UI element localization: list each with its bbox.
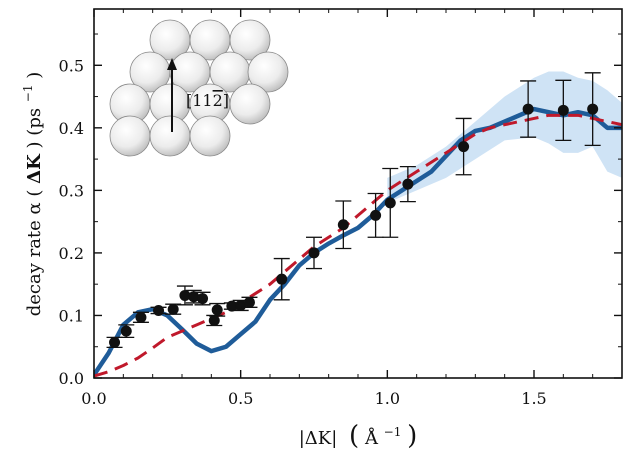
atom-sphere xyxy=(189,115,231,157)
x-axis-label-unit: Å xyxy=(364,427,379,449)
data-point xyxy=(382,167,399,238)
data-point xyxy=(241,296,258,308)
data-marker xyxy=(458,141,470,153)
data-marker xyxy=(208,314,220,326)
data-point xyxy=(335,200,352,250)
atom-sphere xyxy=(109,115,151,157)
y-axis-label-exp: −1 xyxy=(21,84,35,102)
x-axis-label: |ΔK| ( Å −1 ) xyxy=(299,420,418,451)
x-tick-label: 0.0 xyxy=(81,389,106,408)
data-marker xyxy=(235,299,247,311)
plot-area xyxy=(94,71,622,378)
atom-sphere xyxy=(229,83,271,125)
y-tick-label: 0.5 xyxy=(59,56,84,75)
y-tick-label: 0.0 xyxy=(59,369,84,388)
data-point xyxy=(399,165,416,203)
data-point xyxy=(367,192,384,238)
series-line-dashed xyxy=(94,113,622,378)
data-marker xyxy=(522,103,534,115)
direction-arrow-head xyxy=(167,58,177,70)
data-marker xyxy=(211,304,223,316)
x-tick-label: 0.5 xyxy=(228,389,253,408)
y-axis-label-prefix: decay rate α ( xyxy=(24,190,45,317)
data-marker xyxy=(197,293,209,305)
data-point xyxy=(106,336,123,349)
x-tick-label: 1.5 xyxy=(521,389,546,408)
y-axis-label-close: ) xyxy=(24,72,45,79)
y-axis-label: decay rate α ( ΔK ) (ps −1 ) xyxy=(16,72,45,317)
data-marker xyxy=(188,291,200,303)
data-point xyxy=(232,299,249,312)
data-point xyxy=(455,117,472,176)
x-axis-label-prefix: |ΔK| xyxy=(299,428,338,449)
data-marker xyxy=(243,296,255,308)
data-point xyxy=(132,311,149,323)
data-point xyxy=(185,289,202,304)
atom-sphere xyxy=(247,51,289,93)
data-marker xyxy=(179,289,191,301)
data-marker xyxy=(370,209,382,221)
atom-sphere xyxy=(229,19,271,61)
data-point xyxy=(194,291,211,306)
data-marker xyxy=(587,103,599,115)
atom-sphere xyxy=(149,115,191,157)
y-tick-label: 0.1 xyxy=(59,306,84,325)
data-point xyxy=(555,79,572,141)
atom-spheres xyxy=(109,19,289,157)
data-marker xyxy=(167,303,179,315)
y-tick-label: 0.4 xyxy=(59,119,84,138)
y-axis-label-bold: ΔK xyxy=(24,153,45,184)
y-tick-label: 0.2 xyxy=(59,244,84,263)
data-point xyxy=(584,72,601,146)
data-point xyxy=(273,257,290,301)
data-marker xyxy=(153,304,165,316)
data-marker xyxy=(120,325,132,337)
x-tick-label: 1.0 xyxy=(375,389,400,408)
data-point xyxy=(520,80,537,138)
data-point xyxy=(150,304,167,316)
data-marker xyxy=(226,300,238,312)
data-marker xyxy=(135,311,147,323)
y-tick-label: 0.3 xyxy=(59,181,84,200)
surface-inset-illustration: [112] xyxy=(109,19,289,157)
data-marker xyxy=(109,336,121,348)
x-axis-label-exp: −1 xyxy=(384,425,402,439)
y-axis-label-suffix: ) (ps xyxy=(24,108,45,149)
data-point xyxy=(118,324,135,338)
data-marker xyxy=(276,273,288,285)
data-point xyxy=(176,285,193,306)
inset-direction-label: [112] xyxy=(186,91,229,110)
data-marker xyxy=(384,197,396,209)
data-marker xyxy=(557,104,569,116)
data-point xyxy=(306,236,322,270)
data-point xyxy=(209,302,226,317)
data-marker xyxy=(402,178,414,190)
data-marker xyxy=(308,247,320,259)
uncertainty-band xyxy=(387,71,622,203)
series-line-solid xyxy=(94,106,622,377)
axis-ticks: 0.0 0.5 1.0 1.5 0.0 0.1 0.2 0.3 0.4 0.5 xyxy=(59,9,622,408)
data-marker xyxy=(337,219,349,231)
